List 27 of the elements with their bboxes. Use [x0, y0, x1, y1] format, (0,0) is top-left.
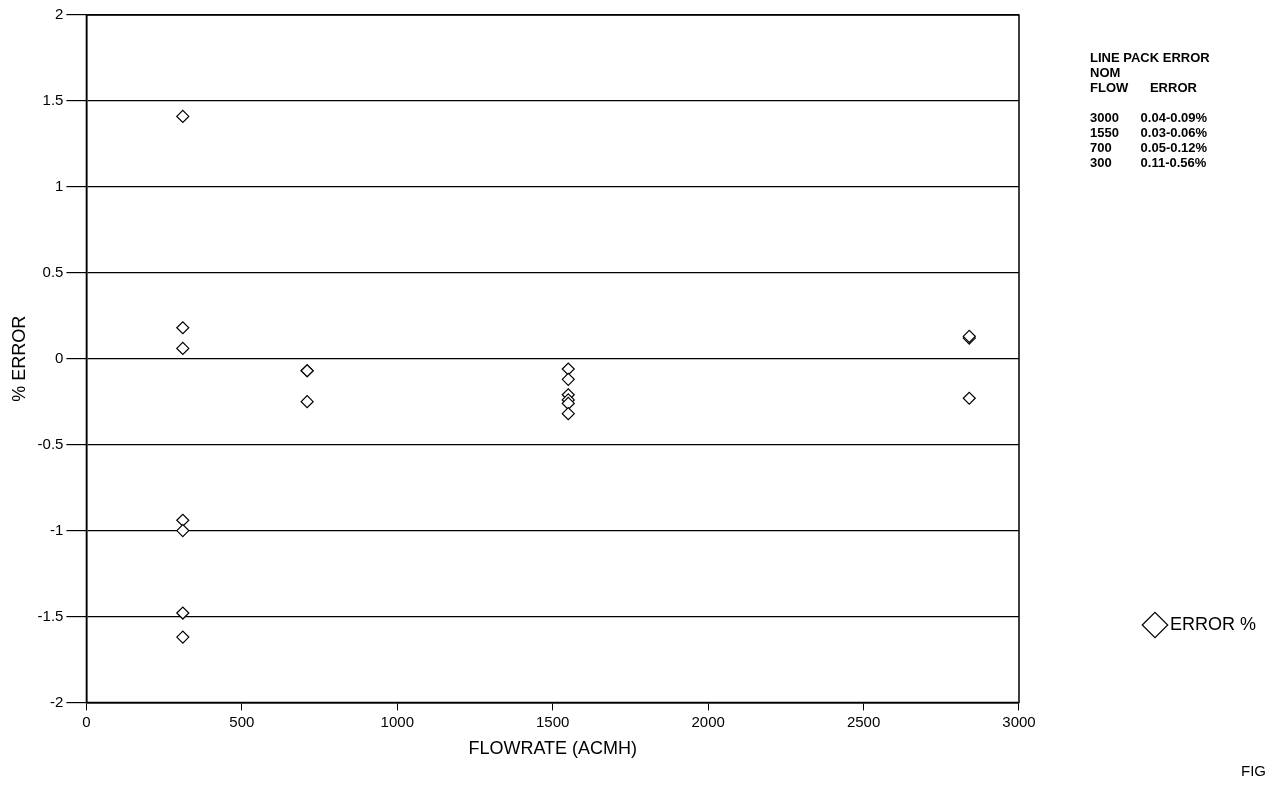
- legend-label: ERROR %: [1169, 613, 1257, 634]
- x-tick-label: 3000: [1002, 712, 1036, 730]
- y-tick-label: 1: [55, 176, 64, 194]
- y-tick-label: -0.5: [37, 434, 64, 452]
- x-tick-label: 2000: [691, 712, 725, 730]
- y-tick-label: 0.5: [42, 262, 64, 280]
- x-tick-label: 2500: [846, 712, 881, 730]
- text: NOM: [1090, 65, 1122, 80]
- x-tick-label: 0: [82, 712, 91, 730]
- text: 3000 0.04-0.09%: [1090, 110, 1209, 125]
- text: FLOW ERROR: [1090, 80, 1198, 95]
- text: 300 0.11-0.56%: [1090, 155, 1208, 170]
- text: LINE PACK ERROR: [1090, 50, 1210, 65]
- y-tick-label: 1.5: [42, 91, 64, 109]
- x-tick-label: 500: [229, 712, 255, 730]
- y-tick-label: 0: [55, 348, 64, 366]
- x-axis-title: FLOWRATE (ACMH): [468, 738, 638, 759]
- x-tick-label: 1500: [536, 712, 570, 730]
- y-tick-label: 2: [55, 5, 64, 23]
- x-tick-label: 1000: [380, 712, 414, 730]
- text: 700 0.05-0.12%: [1090, 140, 1209, 155]
- y-axis-title: % ERROR: [8, 315, 29, 402]
- y-tick-label: -2: [50, 692, 64, 710]
- y-tick-label: -1.5: [37, 606, 64, 624]
- text: 1550 0.03-0.06%: [1090, 125, 1209, 140]
- text: FIG: [1241, 762, 1266, 779]
- y-tick-label: -1: [50, 520, 64, 538]
